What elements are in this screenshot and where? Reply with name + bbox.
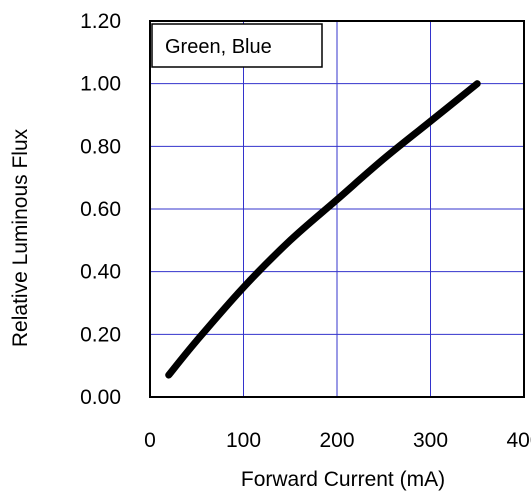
- x-tick-labels: 0 100 200 300 400: [144, 429, 531, 452]
- y-tick-label: 1.20: [80, 10, 121, 33]
- legend: Green, Blue: [152, 24, 322, 67]
- x-tick-label: 100: [226, 429, 261, 452]
- grid: [150, 21, 524, 397]
- y-tick-label: 0.60: [80, 198, 121, 221]
- x-tick-label: 300: [413, 429, 448, 452]
- y-tick-label: 0.00: [80, 386, 121, 409]
- y-tick-label: 0.20: [80, 323, 121, 346]
- y-axis-label: Relative Luminous Flux: [9, 128, 32, 347]
- y-tick-label: 0.80: [80, 135, 121, 158]
- y-tick-label: 0.40: [80, 261, 121, 284]
- x-tick-label: 0: [144, 429, 156, 452]
- x-axis-label: Forward Current (mA): [241, 468, 445, 491]
- y-tick-label: 1.00: [80, 73, 121, 96]
- legend-label: Green, Blue: [165, 36, 272, 58]
- y-tick-labels: 0.00 0.20 0.40 0.60 0.80 1.00 1.20: [80, 10, 121, 409]
- x-tick-label: 200: [319, 429, 354, 452]
- x-tick-label: 400: [506, 429, 531, 452]
